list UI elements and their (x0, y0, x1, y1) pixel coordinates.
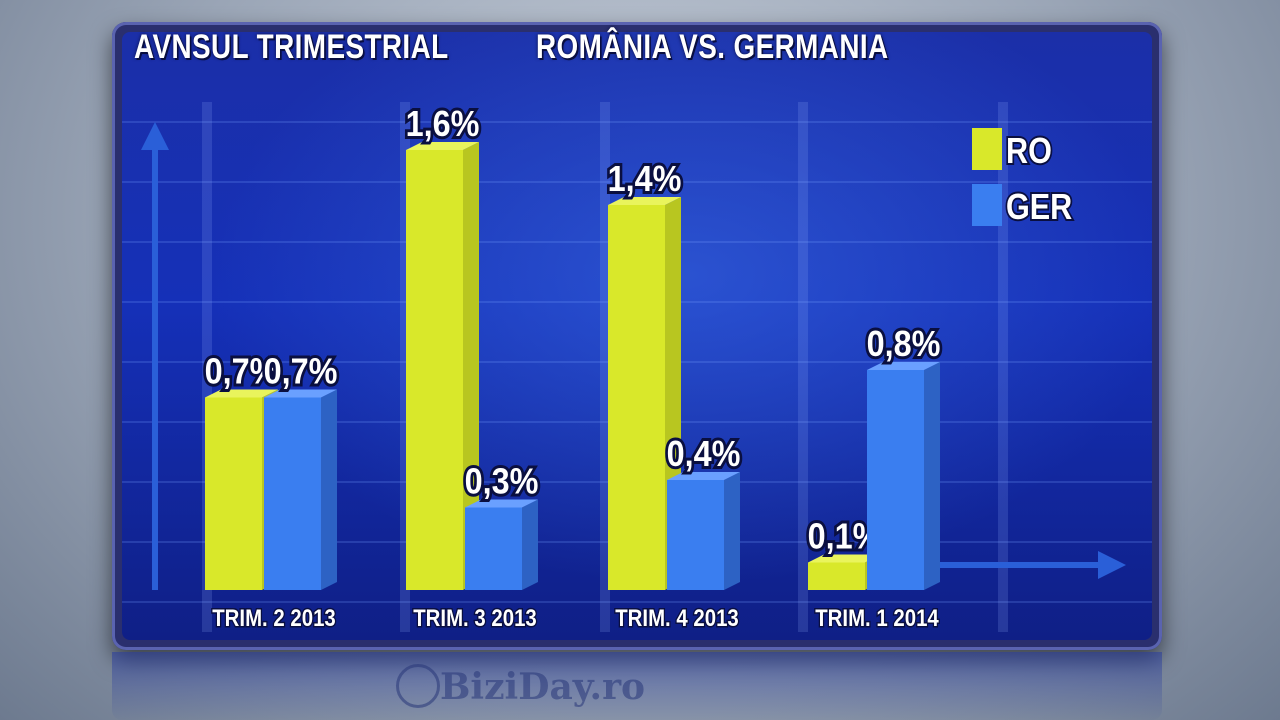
x-tick-label: TRIM. 3 2013 (413, 604, 537, 631)
bar-ger-3 (867, 362, 940, 590)
data-label: 0,8% (867, 324, 941, 364)
biziday-logo-icon (396, 664, 440, 708)
bar-side (321, 389, 337, 590)
bar-face (808, 562, 865, 590)
bar-face (867, 370, 924, 590)
legend-label-ger: GER (1006, 188, 1072, 228)
legend-swatch-ger (972, 184, 1002, 226)
grid-pillar (400, 102, 410, 632)
bar-face (465, 507, 522, 590)
grid-pillar (600, 102, 610, 632)
data-label: 0,3% (465, 462, 539, 502)
watermark-text: BiziDay.ro (440, 666, 646, 708)
bar-top (465, 499, 538, 508)
bar-ro-1 (406, 142, 479, 590)
panel-reflection (112, 652, 1162, 720)
bar-top (264, 389, 337, 398)
grid-pillar (998, 102, 1008, 632)
bar-face (406, 150, 463, 590)
bar-top (867, 362, 940, 370)
bar-top (808, 554, 881, 563)
bar-face (264, 397, 321, 590)
bar-face (205, 397, 262, 590)
x-tick-label: TRIM. 1 2014 (815, 604, 939, 631)
bar-top (667, 472, 740, 480)
x-tick-label: TRIM. 4 2013 (615, 604, 739, 631)
bar-face (608, 205, 665, 590)
bar-side (522, 499, 538, 590)
data-label: 0,7% (264, 352, 338, 392)
bar-top (205, 389, 278, 398)
bar-side (724, 472, 740, 590)
data-label: 1,4% (608, 159, 682, 199)
bar-top (608, 197, 681, 205)
data-label: 0,4% (667, 434, 741, 474)
legend-label-ro: RO (1006, 132, 1052, 172)
bar-ger-2 (667, 472, 740, 590)
bar-top (406, 142, 479, 150)
bar-side (463, 142, 479, 590)
x-tick-label: TRIM. 2 2013 (212, 604, 336, 631)
chart-title-left: AVNSUL TRIMESTRIAL (134, 28, 449, 66)
grid-pillar (798, 102, 808, 632)
chart-title-right: ROMÂNIA VS. GERMANIA (536, 28, 889, 66)
bar-side (924, 362, 940, 590)
legend: RO GER (972, 128, 1074, 229)
bar-ger-0 (264, 389, 337, 590)
legend-swatch-ro (972, 128, 1002, 170)
x-axis-arrow-icon (1098, 551, 1126, 579)
y-axis-arrow-icon (141, 122, 169, 150)
bar-ger-1 (465, 499, 538, 590)
bar-face (667, 480, 724, 590)
data-label: 0,7% (205, 352, 279, 392)
grid-pillar (202, 102, 212, 632)
data-label: 1,6% (406, 104, 480, 144)
